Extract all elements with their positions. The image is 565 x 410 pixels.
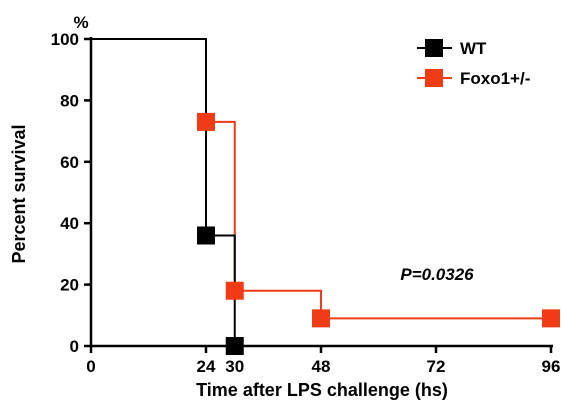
x-tick-label: 72 — [427, 357, 446, 376]
y-tick-label: 0 — [70, 337, 79, 356]
x-tick-label: 48 — [312, 357, 331, 376]
marker-wt — [225, 337, 244, 355]
y-tick-label: 20 — [60, 276, 79, 295]
marker-foxo1 — [225, 281, 244, 300]
marker-foxo1 — [542, 309, 560, 328]
x-tick-label: 24 — [197, 357, 216, 376]
x-tick-label: 0 — [86, 357, 95, 376]
x-axis-label: Time after LPS challenge (hs) — [196, 380, 448, 400]
legend: WT Foxo1+/- — [417, 39, 530, 88]
x-tick-label: 96 — [542, 357, 561, 376]
marker-foxo1 — [197, 112, 215, 131]
y-tick-label: 80 — [60, 91, 79, 110]
legend-label-wt: WT — [460, 39, 487, 58]
p-value-annotation: P=0.0326 — [400, 265, 474, 284]
y-tick-label: 100 — [51, 30, 79, 49]
marker-foxo1 — [312, 309, 330, 328]
y-tick-label: 40 — [60, 214, 79, 233]
y-unit-label: % — [73, 13, 88, 32]
y-axis-label: Percent survival — [9, 124, 29, 263]
y-ticks: 0 20 40 60 80 100 — [51, 30, 91, 356]
y-tick-label: 60 — [60, 153, 79, 172]
series-layer — [91, 38, 560, 355]
legend-marker-foxo1 — [425, 69, 443, 87]
x-tick-label: 30 — [225, 357, 244, 376]
legend-marker-wt — [425, 39, 443, 57]
x-ticks: 0 24 30 48 72 96 — [86, 346, 560, 376]
series-line-wt — [91, 38, 236, 346]
marker-wt — [197, 226, 215, 245]
legend-label-foxo1: Foxo1+/- — [460, 69, 530, 88]
